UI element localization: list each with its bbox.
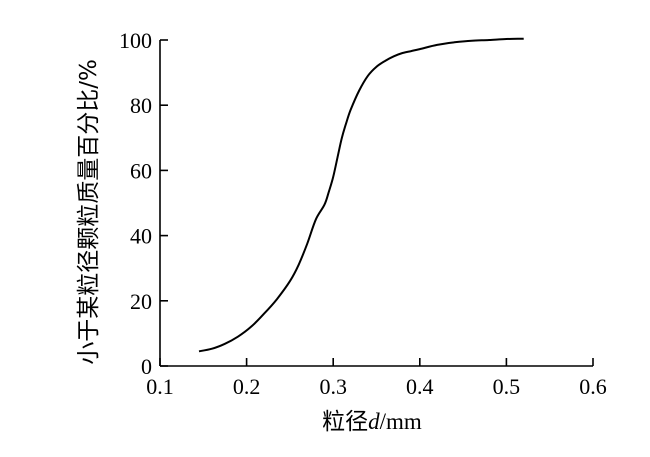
x-tick-label: 0.1 [146,374,174,399]
x-axis-title: 粒径d/mm [322,409,422,435]
axes [159,40,593,367]
y-tick-label: 60 [130,158,152,183]
x-tick-label: 0.2 [233,374,261,399]
x-tick-label: 0.3 [319,374,347,399]
y-ticks: 0 20 40 60 80 100 [119,28,168,379]
x-tick-label: 0.4 [406,374,434,399]
y-axis-title: 小于某粒径颗粒质量百分比/% [76,59,102,365]
x-ticks: 0.1 0.2 0.3 0.4 0.5 0.6 [146,358,607,399]
y-tick-label: 40 [130,224,152,249]
cumulative-distribution-line [198,37,524,353]
y-tick-label: 80 [130,93,152,118]
y-tick-label: 100 [119,28,152,53]
y-tick-label: 0 [141,354,152,379]
x-tick-label: 0.6 [579,374,607,399]
y-tick-label: 20 [130,289,152,314]
x-tick-label: 0.5 [493,374,521,399]
series [198,37,524,353]
